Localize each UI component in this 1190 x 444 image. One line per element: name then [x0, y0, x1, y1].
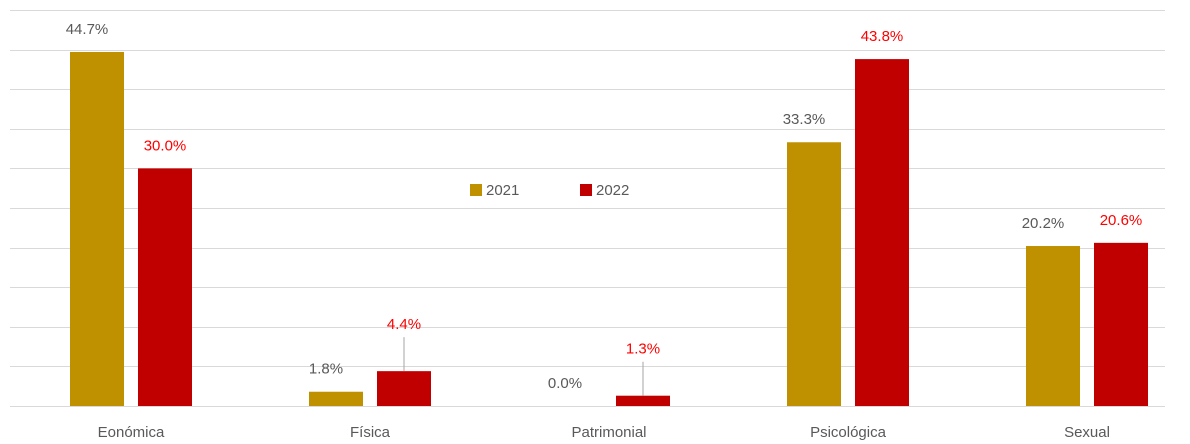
bar [309, 391, 363, 406]
bar [1026, 246, 1080, 406]
bar [70, 51, 124, 406]
data-label: 20.6% [1100, 212, 1143, 229]
data-label: 44.7% [66, 21, 109, 38]
data-label: 0.0% [548, 375, 582, 392]
bar [377, 371, 431, 406]
data-label: 43.8% [861, 28, 904, 45]
data-label: 20.2% [1022, 215, 1065, 232]
data-label: 4.4% [387, 316, 421, 333]
x-tick-label: Física [350, 424, 391, 441]
legend-label: 2021 [486, 182, 519, 199]
x-tick-label: Sexual [1064, 424, 1110, 441]
x-tick-label: Patrimonial [571, 424, 646, 441]
data-label: 30.0% [144, 137, 187, 154]
bar [138, 168, 192, 406]
legend-swatch [580, 184, 592, 196]
x-tick-label: Eonómica [98, 424, 165, 441]
data-label: 1.3% [626, 341, 660, 358]
legend-label: 2022 [596, 182, 629, 199]
x-tick-label: Psicológica [810, 424, 887, 441]
bar [855, 59, 909, 406]
legend-swatch [470, 184, 482, 196]
bar [616, 395, 670, 406]
bar [1094, 242, 1148, 406]
bar [787, 142, 841, 406]
data-label: 1.8% [309, 361, 343, 378]
data-label: 33.3% [783, 111, 826, 128]
